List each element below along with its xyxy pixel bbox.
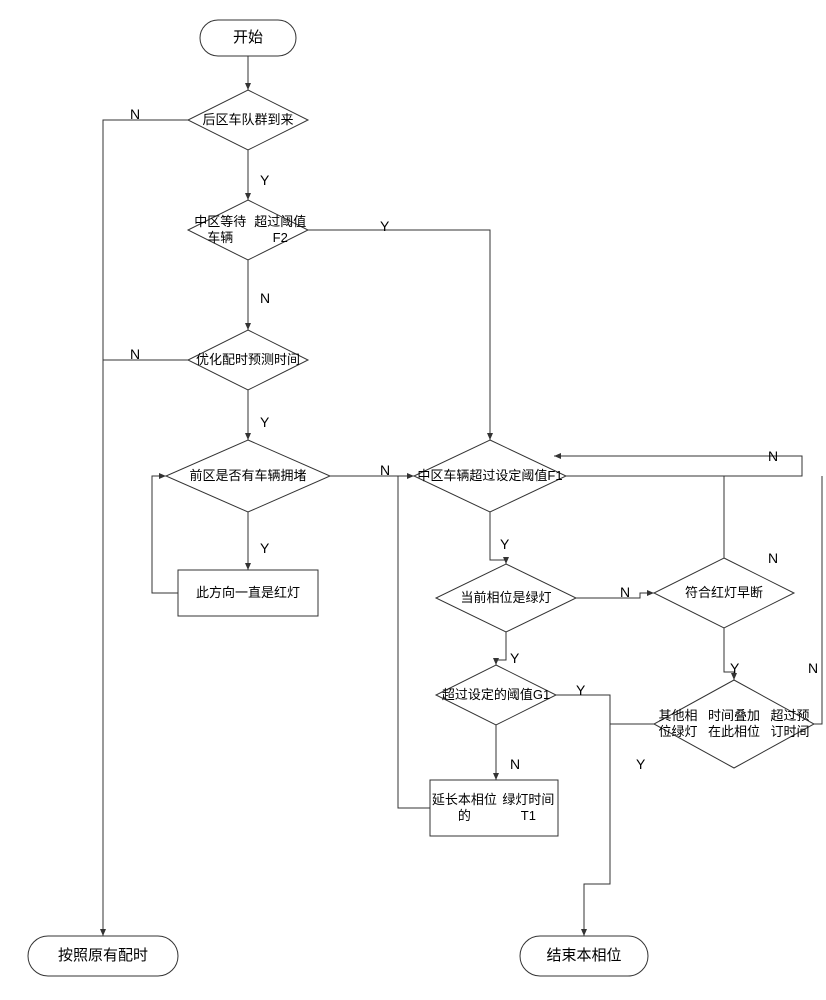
node-d4 [166, 440, 330, 512]
node-start [200, 20, 296, 56]
node-end_right [520, 936, 648, 976]
node-d6 [436, 564, 576, 632]
edge-p2-d5_back [398, 476, 430, 808]
node-d2 [188, 200, 308, 260]
node-d8 [654, 558, 794, 628]
node-d1 [188, 90, 308, 150]
node-p2 [430, 780, 558, 836]
edge-d8-d9 [724, 628, 734, 680]
edge-d7-end_right [556, 695, 610, 936]
edge-d1-end_left [103, 120, 188, 936]
node-d5 [414, 440, 566, 512]
node-d3 [188, 330, 308, 390]
edge-d5-d5_loop [554, 456, 802, 476]
node-d7 [436, 665, 556, 725]
edge-d6-d8 [576, 593, 654, 598]
edge-d2-d5 [308, 230, 490, 440]
edge-d6-d7 [496, 632, 506, 665]
node-end_left [28, 936, 178, 976]
edge-p1-d4 [152, 476, 178, 593]
edge-d9-d5_back3 [814, 476, 822, 724]
node-p1 [178, 570, 318, 616]
node-d9 [654, 680, 814, 768]
edge-d5-d6 [490, 512, 506, 564]
